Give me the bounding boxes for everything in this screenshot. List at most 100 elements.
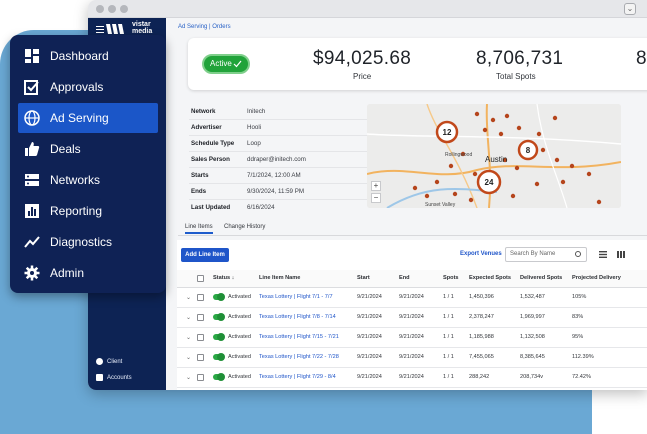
table-row[interactable]: ⌄ Activated Texas Lottery | Flight 7/15 … <box>177 328 647 348</box>
status-badge: Active <box>202 54 250 74</box>
globe-icon <box>24 110 40 126</box>
column-header-spots[interactable]: Spots <box>443 275 459 281</box>
list-view-icon[interactable] <box>599 251 607 258</box>
menu-icon[interactable] <box>96 26 104 35</box>
venue-map[interactable]: 12 8 24 Rollingwood Austin Sunset Valley… <box>367 104 621 208</box>
price-label: Price <box>353 72 372 81</box>
sidebar-item-dashboard[interactable]: Dashboard <box>18 41 158 71</box>
zoom-in-button[interactable]: + <box>371 181 381 191</box>
status-toggle[interactable] <box>213 353 225 361</box>
sidebar-item-approvals[interactable]: Approvals <box>18 72 158 102</box>
grid-view-icon[interactable] <box>617 251 625 258</box>
column-header-status[interactable]: Status ↓ <box>213 275 235 281</box>
table-header: Status ↓ Line Item Name Start End Spots … <box>177 270 647 288</box>
detail-tabs: Line Items Change History <box>178 222 647 236</box>
window-titlebar: ⌄ <box>88 0 647 18</box>
map-cluster[interactable]: 12 <box>435 120 459 144</box>
status-toggle[interactable] <box>213 333 225 341</box>
window-dot[interactable] <box>120 5 128 13</box>
sidebar-item-networks[interactable]: Networks <box>18 165 158 195</box>
detail-row: Starts 7/1/2024, 12:00 AM <box>189 168 439 184</box>
total-spots-value: 8,706,731 <box>476 48 564 69</box>
status-toggle[interactable] <box>213 293 225 301</box>
add-line-item-button[interactable]: Add Line Item <box>181 248 229 262</box>
column-header-end[interactable]: End <box>399 275 410 281</box>
column-header-projected[interactable]: Projected Delivery <box>572 275 621 281</box>
export-venues-link[interactable]: Export Venues <box>460 251 502 257</box>
table-row[interactable]: ⌄ Activated Texas Lottery | Flight 7/29 … <box>177 368 647 388</box>
expand-chevron-icon[interactable]: ⌄ <box>186 375 192 381</box>
order-summary-bar: Active $94,025.68 Price 8,706,731 Total … <box>188 38 647 90</box>
sidebar-item-reporting[interactable]: Reporting <box>18 196 158 226</box>
map-label: Sunset Valley <box>425 202 456 208</box>
window-dot[interactable] <box>96 5 104 13</box>
status-toggle[interactable] <box>213 313 225 321</box>
brand-logo-icon <box>106 24 124 34</box>
svg-text:24: 24 <box>485 178 494 187</box>
line-item-link[interactable]: Texas Lottery | Flight 7/15 - 7/21 <box>259 334 339 340</box>
column-header-delivered[interactable]: Delivered Spots <box>520 275 563 281</box>
detail-row: Schedule Type Loop <box>189 136 439 152</box>
window-collapse-icon[interactable]: ⌄ <box>624 3 636 15</box>
nav-footer-client[interactable]: Client <box>96 358 122 365</box>
map-cluster[interactable]: 8 <box>517 139 539 161</box>
expand-chevron-icon[interactable]: ⌄ <box>186 335 192 341</box>
sort-arrow-icon: ↓ <box>231 275 235 281</box>
column-header-expected[interactable]: Expected Spots <box>469 275 511 281</box>
tab-change-history[interactable]: Change History <box>224 224 266 230</box>
map-cluster[interactable]: 24 <box>476 169 502 195</box>
table-row[interactable]: ⌄ Activated Texas Lottery | Flight 7/8 -… <box>177 308 647 328</box>
expand-chevron-icon[interactable]: ⌄ <box>186 355 192 361</box>
table-row[interactable]: ⌄ Activated Texas Lottery | Flight 7/22 … <box>177 348 647 368</box>
line-item-link[interactable]: Texas Lottery | Flight 7/1 - 7/7 <box>259 294 333 300</box>
impressions-value: 8,5 <box>636 48 647 69</box>
user-icon <box>96 358 103 365</box>
row-checkbox[interactable] <box>197 374 204 381</box>
window-dot[interactable] <box>108 5 116 13</box>
dashboard-icon <box>25 49 39 63</box>
map-canvas[interactable]: 12 8 24 Rollingwood Austin Sunset Valley <box>367 104 621 208</box>
search-input[interactable]: Search By Name <box>505 247 587 262</box>
row-checkbox[interactable] <box>197 334 204 341</box>
map-label: Austin <box>485 155 507 164</box>
nav-footer-accounts[interactable]: Accounts <box>96 374 132 381</box>
svg-text:12: 12 <box>443 128 452 137</box>
check-icon <box>233 60 242 68</box>
trend-icon <box>24 236 40 248</box>
row-checkbox[interactable] <box>197 294 204 301</box>
line-item-link[interactable]: Texas Lottery | Flight 7/8 - 7/14 <box>259 314 336 320</box>
row-checkbox[interactable] <box>197 354 204 361</box>
approvals-icon <box>24 80 39 95</box>
line-item-link[interactable]: Texas Lottery | Flight 7/29 - 8/4 <box>259 374 336 380</box>
order-details: Network Initech Advertiser Hooli Schedule … <box>189 104 439 216</box>
expand-chevron-icon[interactable]: ⌄ <box>186 295 192 301</box>
detail-row: Last Updated 6/16/2024 <box>191 204 275 211</box>
zoom-out-button[interactable]: − <box>371 193 381 203</box>
expand-chevron-icon[interactable]: ⌄ <box>186 315 192 321</box>
breadcrumb[interactable]: Ad Serving | Orders <box>178 24 231 30</box>
sidebar-item-admin[interactable]: Admin <box>18 258 158 288</box>
sidebar-item-ad-serving[interactable]: Ad Serving <box>18 103 158 133</box>
server-icon <box>25 174 39 186</box>
app-window: ⌄ vistar media Client Accounts Ad Servin… <box>88 0 647 390</box>
detail-row: Advertiser Hooli <box>189 120 439 136</box>
sidebar-item-deals[interactable]: Deals <box>18 134 158 164</box>
price-value: $94,025.68 <box>313 48 412 69</box>
line-item-link[interactable]: Texas Lottery | Flight 7/22 - 7/28 <box>259 354 339 360</box>
thumbs-up-icon <box>25 142 40 156</box>
row-checkbox[interactable] <box>197 314 204 321</box>
brand-logo-text: vistar media <box>132 21 153 35</box>
table-row[interactable]: ⌄ Activated Texas Lottery | Flight 7/1 -… <box>177 288 647 308</box>
column-header-name[interactable]: Line Item Name <box>259 275 301 281</box>
accounts-icon <box>96 374 103 381</box>
status-toggle[interactable] <box>213 373 225 381</box>
column-header-start[interactable]: Start <box>357 275 370 281</box>
sidebar-item-diagnostics[interactable]: Diagnostics <box>18 227 158 257</box>
total-spots-label: Total Spots <box>496 72 536 81</box>
detail-row: Ends 9/30/2024, 11:59 PM <box>189 184 439 200</box>
sidebar-nav: Dashboard Approvals Ad Serving Deals Net… <box>10 35 166 293</box>
detail-row: Network Initech <box>189 104 439 120</box>
tab-line-items[interactable]: Line Items <box>185 224 213 234</box>
select-all-checkbox[interactable] <box>197 275 204 282</box>
